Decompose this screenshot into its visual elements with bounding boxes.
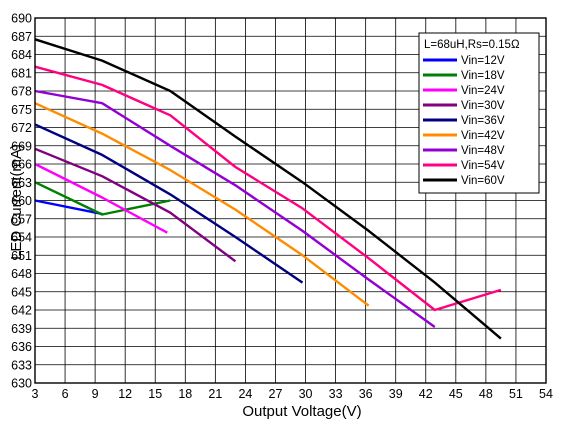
legend-label: Vin=36V [461, 115, 505, 127]
y-tick-label: 666 [11, 158, 32, 172]
x-tick-label: 9 [92, 387, 99, 401]
y-tick-label: 654 [11, 231, 32, 245]
x-tick-labels: 3 6 9 12 15 18 21 24 27 30 33 36 39 42 45 48 51 54 [32, 387, 553, 401]
x-tick-label: 51 [509, 387, 523, 401]
y-tick-label: 648 [11, 267, 32, 281]
y-tick-label: 675 [11, 103, 32, 117]
y-tick-label: 636 [11, 340, 32, 354]
x-tick-label: 15 [148, 387, 162, 401]
x-tick-label: 18 [178, 387, 192, 401]
series-line-vin-36v [34, 123, 304, 284]
y-tick-label: 645 [11, 285, 32, 299]
legend-label: Vin=30V [461, 100, 505, 112]
plot-frame [34, 17, 547, 384]
y-tick-label: 681 [11, 66, 32, 80]
y-tick-label: 678 [11, 85, 32, 99]
y-tick-label: 672 [11, 121, 32, 135]
legend: L=68uH,Rs=0.15Ω Vin=12VVin=18VVin=24VVin… [418, 32, 540, 194]
y-tick-label: 663 [11, 176, 32, 190]
y-tick-label: 684 [11, 48, 32, 62]
legend-items: Vin=12V Vin=18V Vin=24V Vin=30V Vin=36V Vin=4… [423, 55, 505, 187]
x-tick-label: 21 [208, 387, 222, 401]
x-tick-label: 24 [238, 387, 252, 401]
x-tick-label: 27 [269, 387, 283, 401]
x-tick-label: 36 [359, 387, 373, 401]
y-tick-label: 642 [11, 304, 32, 318]
series-line-vin-30v [34, 147, 237, 263]
y-tick-label: 630 [11, 377, 32, 391]
x-axis-title: Output Voltage(V) [242, 403, 361, 420]
legend-label: Vin=60V [461, 175, 505, 187]
x-tick-label: 48 [479, 387, 493, 401]
series-line-vin-42v [34, 102, 370, 307]
y-tick-label: 687 [11, 30, 32, 44]
series-line-vin-24v [34, 162, 168, 234]
y-tick-label: 660 [11, 194, 32, 208]
y-tick-label: 657 [11, 212, 32, 226]
legend-label: Vin=24V [461, 85, 505, 97]
y-tick-labels: 630 633 636 639 642 645 648 651 654 657 660 663 666 6… [11, 12, 32, 391]
series-line-vin-18v [34, 181, 171, 216]
series-layer [34, 38, 502, 340]
series-line-vin-48v [34, 89, 436, 328]
x-tick-label: 6 [62, 387, 69, 401]
legend-label: Vin=12V [461, 55, 505, 67]
x-tick-label: 54 [539, 387, 553, 401]
series-line-vin-12v [34, 199, 103, 216]
y-tick-label: 633 [11, 358, 32, 372]
y-tick-label: 639 [11, 322, 32, 336]
x-tick-label: 33 [329, 387, 343, 401]
y-axis-title: LED Current(mA) [8, 144, 25, 260]
legend-label: Vin=18V [461, 70, 505, 82]
x-tick-label: 45 [449, 387, 463, 401]
series-line-vin-54v [34, 65, 502, 312]
y-tick-label: 690 [11, 12, 32, 26]
x-tick-label: 12 [118, 387, 132, 401]
legend-label: Vin=42V [461, 130, 505, 142]
y-tick-label: 651 [11, 249, 32, 263]
x-tick-label: 42 [419, 387, 433, 401]
legend-title: L=68uH,Rs=0.15Ω [424, 39, 520, 51]
series-line-vin-60v [34, 38, 502, 340]
x-tick-label: 30 [299, 387, 313, 401]
y-tick-label: 669 [11, 139, 32, 153]
x-tick-label: 39 [389, 387, 403, 401]
legend-label: Vin=54V [461, 160, 505, 172]
legend-label: Vin=48V [461, 145, 505, 157]
x-tick-label: 3 [32, 387, 39, 401]
